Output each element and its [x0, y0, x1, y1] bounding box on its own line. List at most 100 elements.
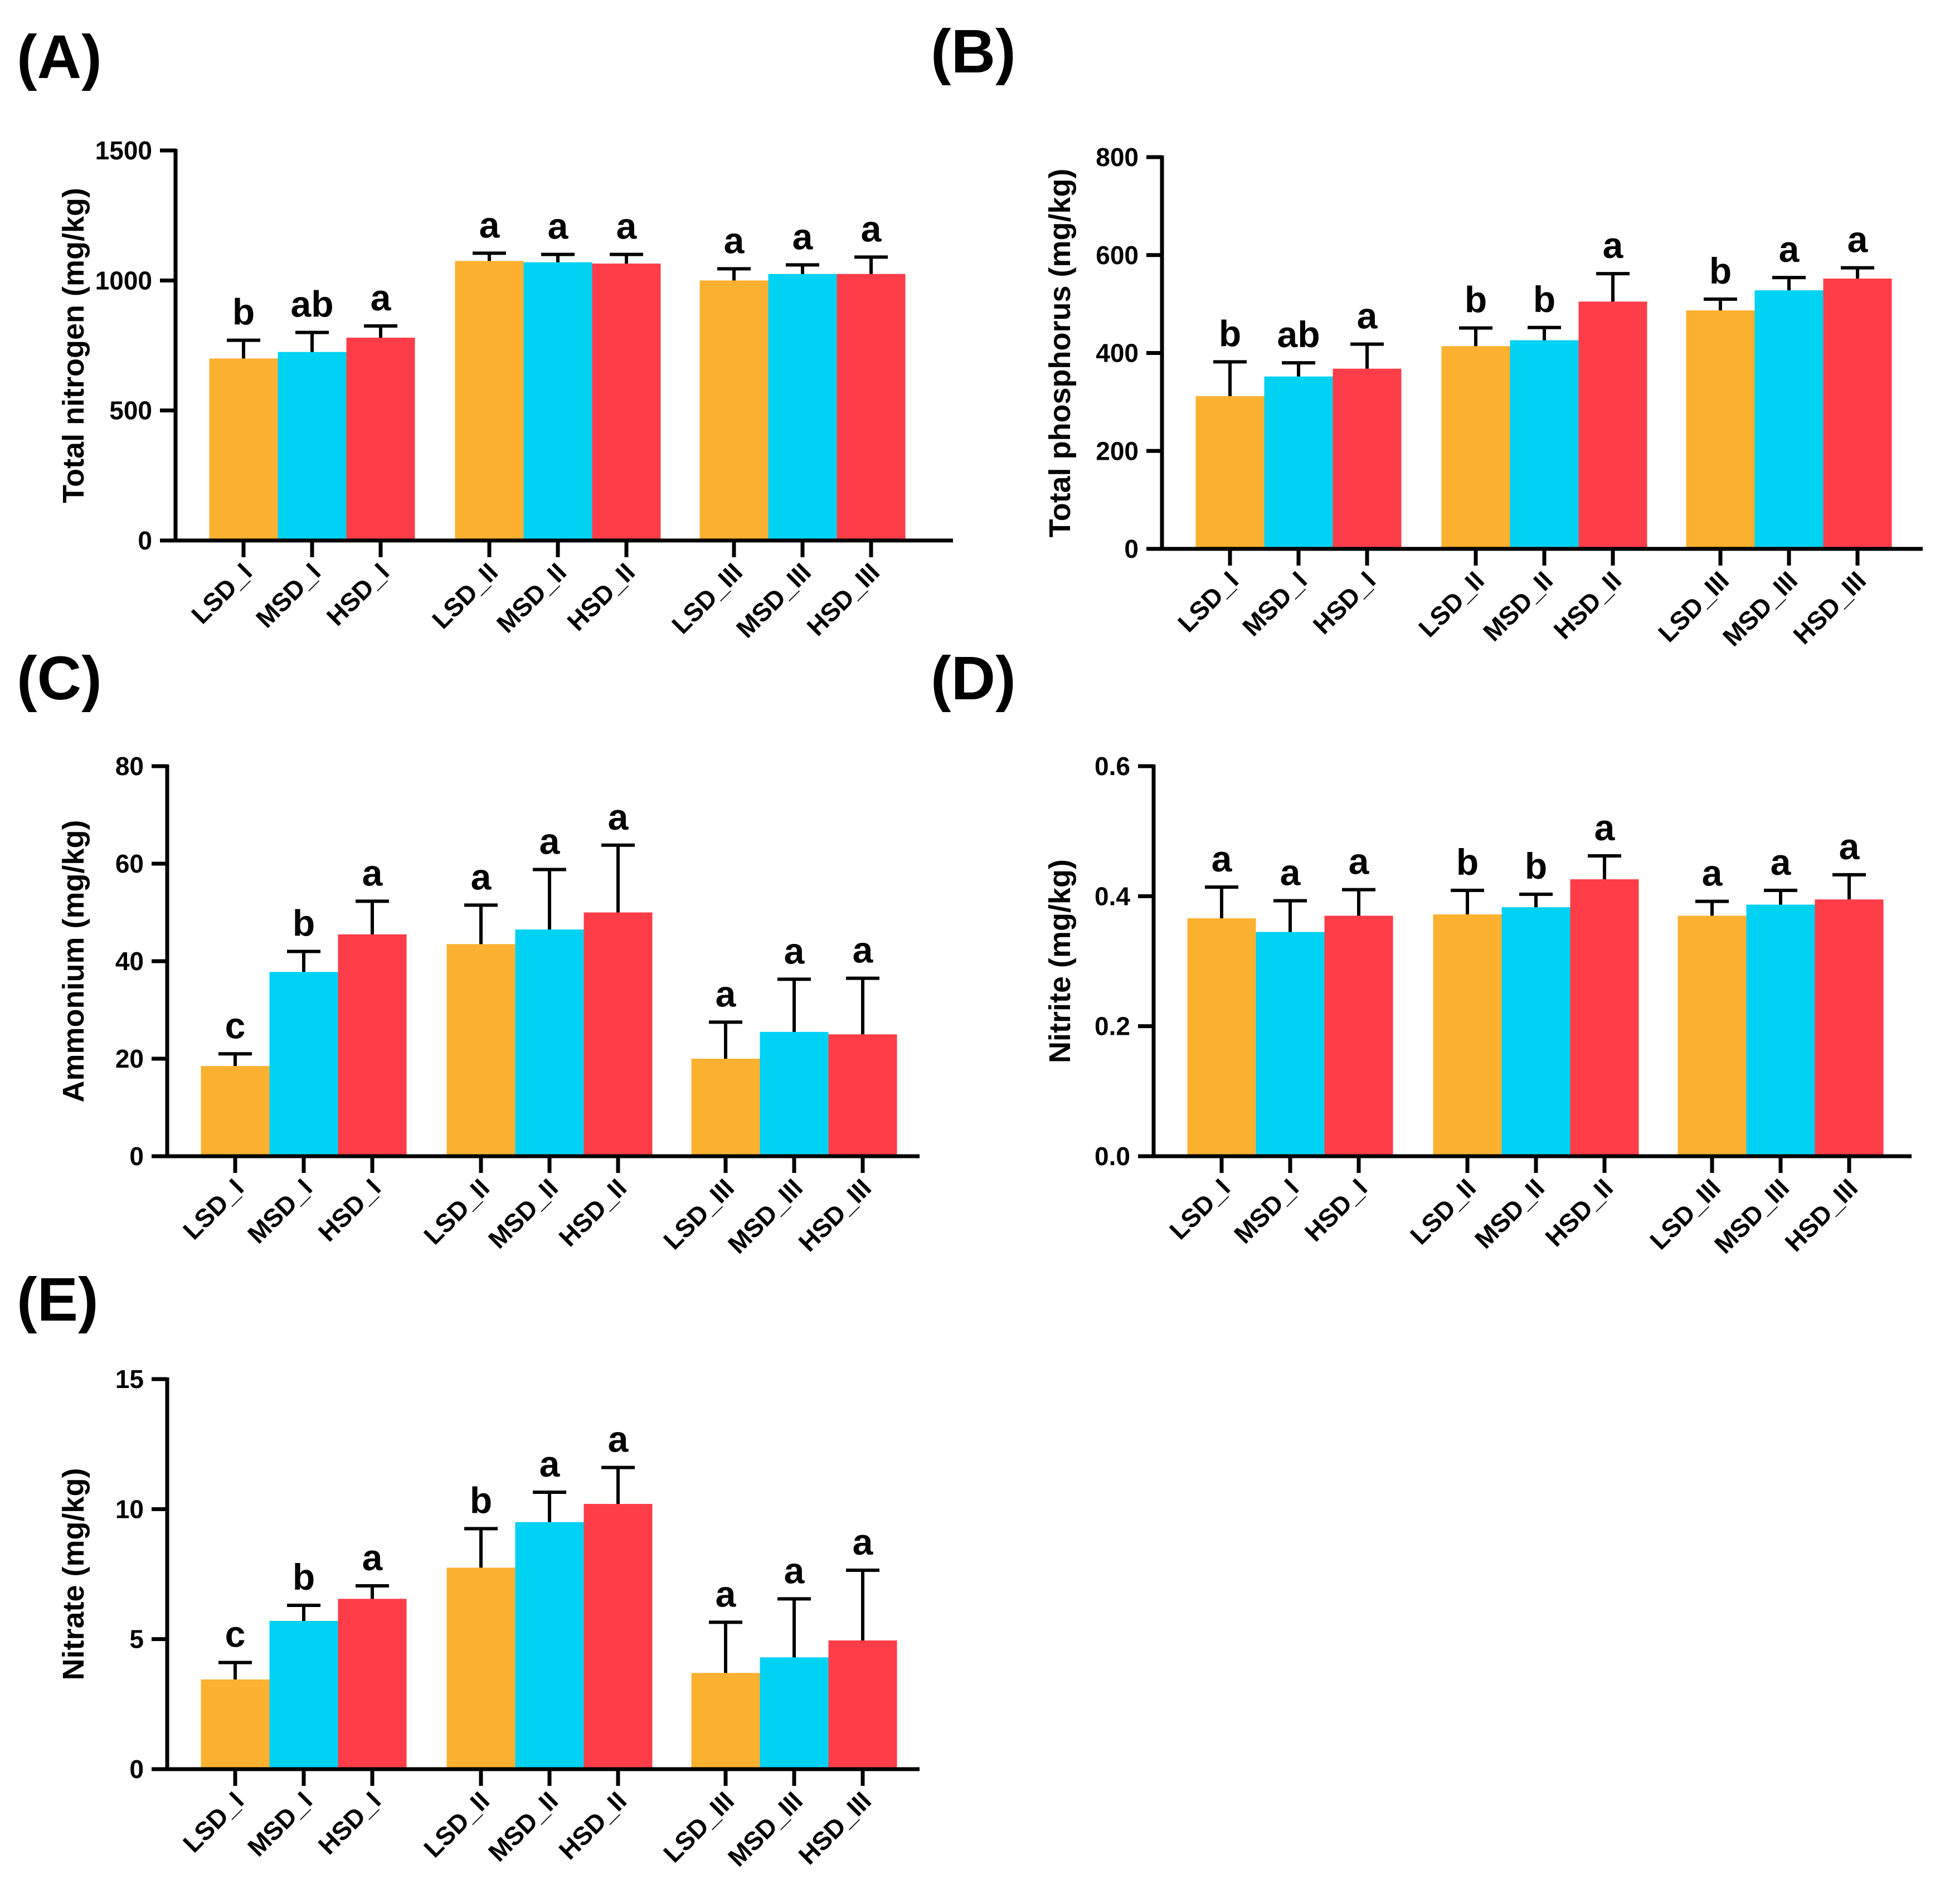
bar-lsd-iii [699, 280, 769, 540]
significance-letter: b [1709, 250, 1732, 291]
significance-letter: a [1702, 853, 1723, 894]
significance-letter: a [853, 929, 874, 971]
bar-hsd-i [1333, 368, 1402, 549]
significance-letter: a [608, 1419, 629, 1460]
panel-label: (D) [931, 644, 1016, 713]
bar-lsd-i [1187, 918, 1256, 1156]
significance-letter: b [293, 1556, 315, 1598]
bar-msd-ii [515, 1522, 584, 1769]
y-tick-label: 60 [115, 849, 144, 878]
significance-letter: a [724, 220, 745, 261]
significance-letter: ab [290, 284, 333, 325]
bar-lsd-ii [1441, 346, 1510, 549]
bar-lsd-ii [1433, 914, 1502, 1156]
y-axis-title: Nitrite (mg/kg) [1043, 859, 1077, 1063]
significance-letter: a [608, 796, 629, 837]
significance-letter: a [1603, 225, 1624, 266]
significance-letter: a [716, 973, 737, 1014]
y-tick-label: 80 [115, 752, 144, 781]
y-tick-label: 200 [1096, 436, 1139, 465]
significance-letter: b [1533, 279, 1555, 320]
significance-letter: a [548, 206, 569, 247]
y-axis-title: Ammonium (mg/kg) [57, 820, 90, 1103]
y-tick-label: 600 [1096, 241, 1139, 270]
y-tick-label: 0 [129, 1142, 144, 1171]
significance-letter: a [1779, 228, 1800, 270]
significance-letter: a [853, 1521, 874, 1562]
bar-msd-ii [1510, 340, 1579, 549]
significance-letter: a [1839, 826, 1860, 867]
bar-lsd-i [201, 1066, 270, 1156]
bar-hsd-iii [828, 1034, 897, 1156]
bar-hsd-iii [828, 1640, 897, 1769]
y-tick-label: 0 [138, 526, 152, 555]
significance-letter: a [1594, 807, 1616, 848]
significance-letter: a [1349, 841, 1370, 882]
bar-msd-ii [1501, 907, 1571, 1156]
significance-letter: a [861, 208, 882, 249]
significance-letter: a [371, 277, 392, 318]
y-tick-label: 20 [115, 1044, 144, 1073]
bar-msd-ii [523, 262, 592, 540]
significance-letter: a [362, 1537, 383, 1578]
bar-hsd-iii [1815, 899, 1884, 1156]
bar-lsd-ii [446, 944, 516, 1156]
bar-lsd-iii [691, 1673, 760, 1769]
y-tick-label: 1000 [95, 266, 152, 295]
y-axis-title: Total nitrogen (mg/kg) [57, 188, 90, 503]
bar-hsd-ii [592, 264, 661, 540]
bar-hsd-i [1324, 916, 1393, 1156]
bar-hsd-iii [837, 274, 906, 540]
bar-lsd-iii [1678, 916, 1747, 1156]
bar-hsd-iii [1823, 278, 1892, 549]
significance-letter: a [716, 1573, 737, 1614]
significance-letter: b [1525, 845, 1547, 887]
significance-letter: b [1219, 313, 1241, 354]
significance-letter: a [471, 856, 492, 897]
bar-msd-i [1256, 932, 1325, 1156]
bar-lsd-i [209, 358, 278, 540]
y-tick-label: 0.2 [1095, 1012, 1130, 1041]
significance-letter: a [362, 852, 383, 893]
y-tick-label: 15 [115, 1365, 144, 1394]
significance-letter: b [1456, 841, 1479, 883]
bar-hsd-i [346, 338, 415, 540]
significance-letter: a [616, 206, 638, 247]
y-tick-label: 0 [1124, 534, 1139, 563]
y-tick-label: 1500 [95, 136, 152, 165]
y-tick-label: 400 [1096, 339, 1139, 368]
significance-letter: a [784, 1550, 805, 1591]
bar-lsd-ii [455, 261, 524, 540]
significance-letter: b [293, 903, 315, 944]
bar-hsd-ii [584, 912, 653, 1156]
y-tick-label: 10 [115, 1494, 144, 1523]
bar-hsd-i [338, 934, 407, 1156]
bar-msd-ii [515, 929, 584, 1156]
bar-msd-iii [768, 274, 837, 540]
significance-letter: c [225, 1005, 246, 1046]
bar-msd-iii [1754, 290, 1824, 549]
y-tick-label: 0.6 [1095, 752, 1130, 781]
panels-group: (A)Total nitrogen (mg/kg) bLSD_IabMSD_IaH… [17, 17, 1923, 1872]
bar-hsd-i [338, 1599, 407, 1769]
significance-letter: c [225, 1614, 246, 1655]
significance-letter: a [1771, 841, 1792, 883]
bar-lsd-iii [1686, 310, 1755, 549]
bar-msd-i [269, 972, 338, 1156]
bar-msd-iii [760, 1031, 829, 1156]
panel-label: (A) [17, 23, 102, 91]
significance-letter: b [232, 291, 255, 333]
significance-letter: b [1465, 279, 1487, 320]
bar-lsd-ii [446, 1567, 516, 1769]
significance-letter: a [792, 216, 814, 257]
significance-letter: a [539, 821, 561, 862]
significance-letter: a [784, 930, 805, 971]
significance-letter: ab [1277, 314, 1320, 355]
panel-label: (B) [931, 17, 1016, 86]
y-tick-label: 0 [129, 1755, 144, 1784]
bar-hsd-ii [1578, 301, 1647, 549]
y-tick-label: 800 [1096, 143, 1139, 172]
significance-letter: a [1280, 852, 1301, 893]
bar-lsd-i [1195, 396, 1265, 549]
